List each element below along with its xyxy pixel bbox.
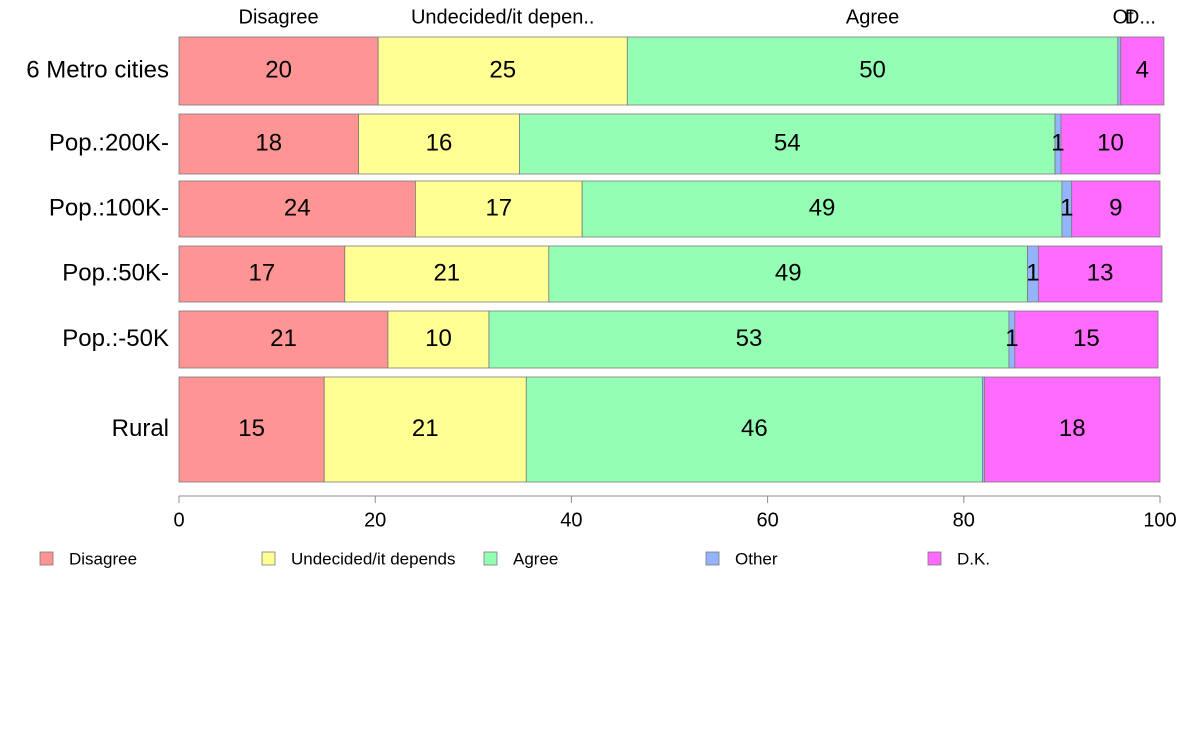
x-tick-label: 100 [1143, 509, 1176, 531]
data-label: 18 [255, 129, 282, 156]
data-label: 20 [265, 56, 292, 83]
data-label: 24 [284, 194, 311, 221]
series-top-label: Disagree [239, 6, 319, 28]
bar-segment [1060, 113, 1161, 175]
data-label: 4 [1136, 56, 1149, 83]
legend-label: D.K. [957, 549, 990, 568]
data-label: 15 [1073, 325, 1100, 352]
bar-segment [415, 180, 583, 238]
bar-segment [323, 376, 527, 483]
bar-segment [519, 113, 1056, 175]
data-label: 25 [489, 56, 516, 83]
bar-segment [178, 113, 359, 175]
x-tick-label: 40 [560, 509, 582, 531]
bar-segment [1120, 36, 1165, 106]
legend: Disagree Undecided/it depends Agree Other D.… [39, 549, 990, 568]
data-label: 10 [1097, 129, 1124, 156]
data-label: 18 [1059, 415, 1086, 442]
data-label: 46 [741, 415, 768, 442]
bar-segment [1071, 180, 1161, 238]
x-axis: 0 20 40 60 80 100 [173, 495, 1177, 531]
legend-swatch [705, 551, 720, 566]
category-label: Pop.:100K- [49, 194, 169, 221]
data-label: 49 [775, 259, 802, 286]
category-label: Pop.:-50K [62, 325, 169, 352]
bar-segment [1117, 36, 1122, 106]
category-label: Rural [112, 415, 169, 442]
x-tick-label: 20 [364, 509, 386, 531]
legend-label: Other [735, 549, 778, 568]
data-label: 17 [485, 194, 512, 221]
data-label: 21 [433, 259, 460, 286]
value-labels: 20 25 50 4 18 16 54 1 10 24 17 49 1 9 17 21 49 1 13 21 10 53 1… [238, 56, 1149, 442]
bar-segment [984, 376, 1161, 483]
data-label: 9 [1109, 194, 1122, 221]
category-label: 6 Metro cities [26, 56, 169, 83]
data-label: 54 [774, 129, 801, 156]
data-label: 50 [859, 56, 886, 83]
data-label: 13 [1087, 259, 1114, 286]
data-label: 1 [1060, 194, 1073, 221]
bar-segment [358, 113, 520, 175]
series-top-labels: Disagree Undecided/it depen.. Agree OtD... [239, 6, 1156, 28]
bar-segment [1014, 310, 1159, 369]
data-label: 16 [426, 129, 453, 156]
data-label: 17 [249, 259, 276, 286]
data-label: 10 [425, 325, 452, 352]
data-label: 49 [809, 194, 836, 221]
legend-swatch [927, 551, 942, 566]
data-label: 21 [270, 325, 297, 352]
bar-segment [548, 245, 1028, 303]
bar-segment [525, 376, 983, 483]
x-tick-label: 0 [173, 509, 184, 531]
bar-segment [178, 310, 389, 369]
legend-swatch [261, 551, 276, 566]
legend-swatch [39, 551, 54, 566]
data-label: 1 [1026, 259, 1039, 286]
bar-segment [178, 180, 416, 238]
data-label: 21 [412, 415, 439, 442]
legend-label: Agree [513, 549, 558, 568]
bars [178, 36, 1165, 483]
bar-segment [387, 310, 490, 369]
bar-segment [178, 376, 325, 483]
legend-label: Disagree [69, 549, 137, 568]
data-label: 1 [1051, 129, 1064, 156]
category-label: Pop.:200K- [49, 129, 169, 156]
category-labels: 6 Metro cities Pop.:200K- Pop.:100K- Pop.:5… [26, 56, 169, 442]
bar-segment [344, 245, 550, 303]
bar-segment [581, 180, 1063, 238]
category-label: Pop.:50K- [62, 259, 169, 286]
bar-segment [1037, 245, 1163, 303]
legend-label: Undecided/it depends [291, 549, 455, 568]
series-top-label: D... [1125, 6, 1156, 28]
bar-segment [488, 310, 1010, 369]
series-top-label: Ot [1113, 6, 1135, 28]
x-tick-label: 80 [953, 509, 975, 531]
bar-segment [178, 245, 346, 303]
data-label: 53 [736, 325, 763, 352]
x-tick-label: 60 [756, 509, 778, 531]
series-top-label: Undecided/it depen.. [411, 6, 594, 28]
bar-segment [377, 36, 628, 106]
legend-swatch [483, 551, 498, 566]
data-label: 1 [1005, 325, 1018, 352]
data-label: 15 [238, 415, 265, 442]
series-top-label: Agree [846, 6, 899, 28]
